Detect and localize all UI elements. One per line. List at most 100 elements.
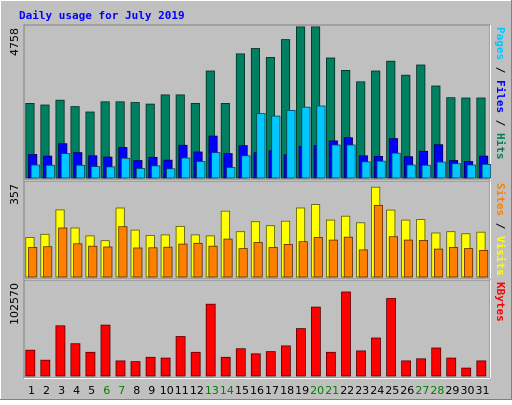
bar-sites-day-20	[313, 237, 323, 278]
bar-pages-day-19	[301, 106, 311, 179]
bar-sites-day-27	[418, 239, 428, 278]
x-tick-label-29: 29	[445, 384, 459, 397]
side-label-part: Files	[494, 80, 507, 113]
panel-side-label: KBytes	[494, 282, 507, 322]
bar-kbytes-day-12	[190, 351, 201, 377]
panel-hits-files-pages: 4758 Pages / Files / Hits	[8, 24, 507, 181]
x-tick-label-19: 19	[295, 384, 309, 397]
x-tick-label-3: 3	[58, 384, 65, 397]
x-tick-label-27: 27	[415, 384, 429, 397]
panels: 4758 Pages / Files / Hits 357 Sites / Visit…	[8, 24, 507, 379]
bar-kbytes-day-3	[55, 325, 66, 377]
x-tick-label-9: 9	[148, 384, 155, 397]
bar-kbytes-day-16	[250, 353, 261, 377]
bar-sites-day-8	[133, 247, 143, 278]
bar-kbytes-day-20	[310, 306, 321, 377]
bar-sites-day-7	[118, 226, 128, 278]
bar-kbytes-day-21	[325, 351, 336, 377]
x-axis-labels: 1 2 3 4 5 6 7 8 9 10 11 12 13 14 15 16 17 18 19 20 21 22 23 24 2…	[28, 384, 490, 397]
bar-kbytes-day-27	[416, 358, 427, 377]
bar-sites-day-12	[193, 242, 203, 278]
x-tick-label-6: 6	[103, 384, 110, 397]
bar-sites-day-17	[268, 247, 278, 278]
bar-kbytes-day-31	[476, 360, 487, 377]
chart-title: Daily usage for July 2019	[19, 9, 185, 22]
bar-kbytes-day-17	[265, 351, 276, 377]
bar-kbytes-day-19	[295, 328, 306, 377]
bar-kbytes-day-2	[40, 359, 51, 377]
bar-pages-day-6	[106, 166, 116, 179]
bar-kbytes-day-4	[70, 343, 81, 377]
bar-kbytes-day-11	[175, 336, 186, 377]
bar-pages-day-10	[166, 168, 176, 179]
bar-pages-day-24	[376, 160, 386, 179]
x-tick-label-28: 28	[430, 384, 444, 397]
bar-pages-day-15	[241, 155, 251, 179]
x-tick-label-2: 2	[43, 384, 50, 397]
bar-kbytes-day-26	[401, 360, 412, 377]
x-tick-label-21: 21	[325, 384, 339, 397]
bar-sites-day-24	[373, 204, 383, 278]
bar-sites-day-4	[73, 243, 83, 278]
bar-pages-day-28	[436, 161, 446, 179]
bar-kbytes-day-18	[280, 345, 291, 377]
y-max-label: 357	[8, 184, 21, 205]
x-tick-label-14: 14	[220, 384, 234, 397]
x-tick-label-17: 17	[265, 384, 279, 397]
bar-kbytes-day-7	[115, 360, 126, 377]
bar-pages-day-1	[30, 164, 40, 179]
bar-pages-day-23	[361, 161, 371, 179]
x-tick-label-11: 11	[175, 384, 189, 397]
bar-pages-day-8	[135, 168, 146, 179]
bar-sites-day-21	[328, 239, 338, 278]
x-tick-label-18: 18	[280, 384, 294, 397]
bar-kbytes-day-30	[461, 367, 472, 377]
side-label-part: /	[494, 113, 507, 133]
bar-kbytes-day-25	[386, 298, 397, 377]
bar-sites-day-11	[178, 243, 188, 278]
bar-pages-day-14	[226, 167, 236, 179]
bar-kbytes-day-22	[341, 291, 351, 377]
bar-sites-day-9	[148, 247, 158, 278]
x-tick-label-23: 23	[355, 384, 369, 397]
bar-pages-day-13	[211, 152, 221, 179]
bar-sites-day-3	[58, 227, 68, 278]
bar-sites-day-1	[28, 247, 38, 278]
bar-pages-day-31	[481, 163, 491, 179]
bar-kbytes-day-5	[85, 351, 96, 377]
bar-pages-day-7	[121, 157, 131, 179]
x-tick-label-26: 26	[400, 384, 414, 397]
x-tick-label-1: 1	[28, 384, 35, 397]
bar-kbytes-day-28	[431, 347, 442, 377]
bar-kbytes-day-14	[220, 356, 231, 377]
bar-sites-day-26	[403, 239, 413, 278]
bar-sites-day-16	[253, 242, 263, 278]
x-tick-label-20: 20	[310, 384, 324, 397]
bar-pages-day-17	[271, 115, 281, 179]
bar-sites-day-31	[479, 249, 489, 278]
bar-kbytes-day-15	[235, 348, 246, 377]
x-tick-label-7: 7	[118, 384, 125, 397]
bar-kbytes-day-29	[446, 357, 457, 377]
bar-kbytes-day-8	[130, 361, 141, 377]
bar-sites-day-22	[343, 236, 353, 278]
bar-pages-day-11	[181, 157, 191, 179]
bar-kbytes-day-24	[371, 337, 381, 377]
x-tick-label-30: 30	[461, 384, 475, 397]
x-tick-label-13: 13	[205, 384, 219, 397]
bar-sites-day-25	[388, 236, 398, 278]
bar-kbytes-day-9	[145, 356, 156, 377]
x-tick-label-15: 15	[235, 384, 249, 397]
bar-pages-day-25	[391, 152, 401, 179]
side-label-part: Visits	[494, 236, 507, 276]
bar-pages-day-9	[151, 165, 161, 179]
bar-sites-day-10	[163, 246, 173, 278]
x-tick-label-8: 8	[133, 384, 140, 397]
bar-kbytes-day-6	[100, 324, 111, 377]
bar-sites-day-29	[448, 247, 459, 278]
x-tick-label-22: 22	[340, 384, 354, 397]
bar-sites-day-15	[238, 248, 248, 278]
bar-pages-day-5	[90, 166, 101, 179]
bar-pages-day-21	[331, 144, 341, 179]
